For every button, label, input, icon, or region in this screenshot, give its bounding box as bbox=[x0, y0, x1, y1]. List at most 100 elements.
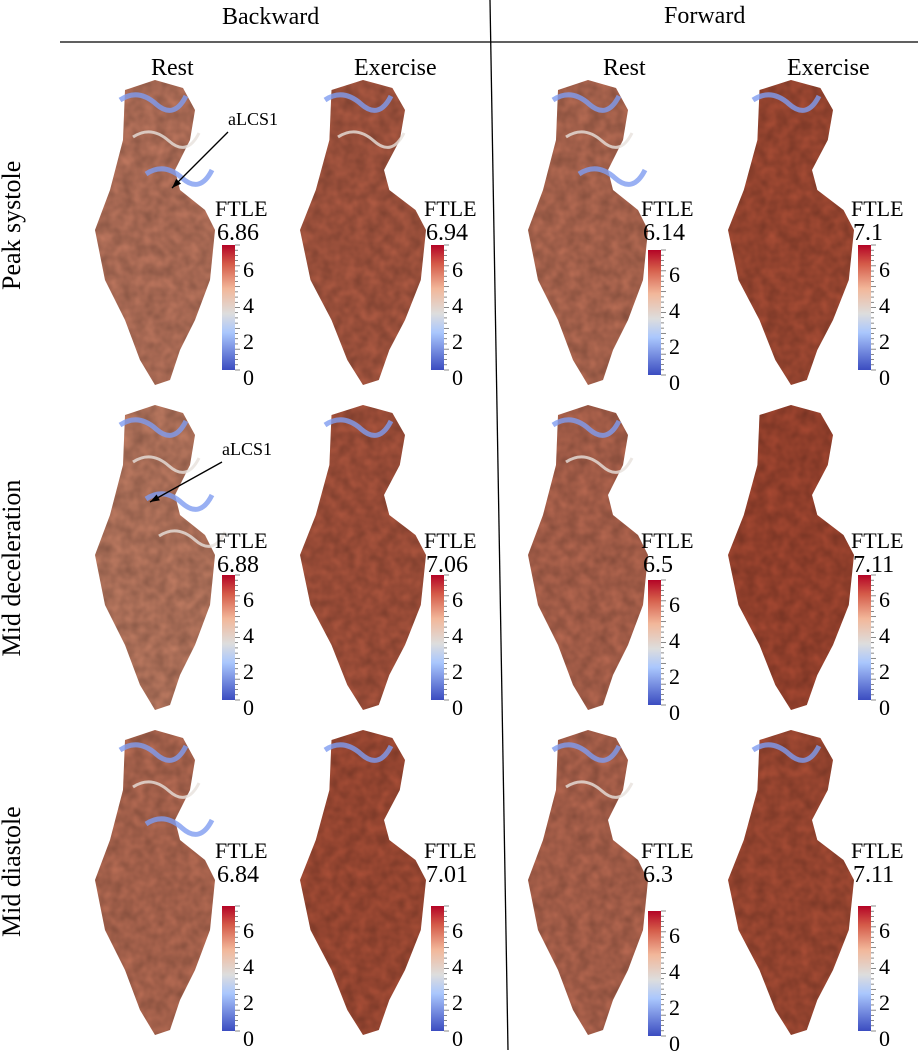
colorbar-tick-label: 6 bbox=[452, 918, 463, 943]
colorbar-tick-label: 4 bbox=[243, 954, 254, 979]
flow-streak bbox=[132, 455, 201, 474]
annotation-label-ps-back-rest: aLCS1 bbox=[228, 109, 279, 129]
colorbar-title-ps-fwd-ex: FTLE bbox=[851, 196, 904, 221]
annotation-arrowhead bbox=[172, 178, 182, 188]
ftle-texture-md-fwd-rest bbox=[528, 405, 648, 710]
colorbar-tick-label: 2 bbox=[669, 334, 680, 359]
colorbar-tick-label: 2 bbox=[452, 659, 463, 684]
colorbar-tick-label: 4 bbox=[879, 954, 890, 979]
flow-streak bbox=[118, 742, 189, 763]
colorbar-tick-label: 0 bbox=[669, 700, 680, 725]
flow-streak bbox=[751, 92, 822, 113]
colorbar-max-md-back-ex: 7.06 bbox=[426, 552, 468, 578]
ftle-texture-mdi-back-ex bbox=[300, 730, 426, 1035]
colorbar-tick-label: 0 bbox=[452, 695, 463, 720]
colorbar-tick-label: 6 bbox=[243, 257, 254, 282]
colorbar-tick-label: 2 bbox=[243, 990, 254, 1015]
colorbar-mdi-back-rest bbox=[222, 906, 235, 1031]
colorbar-tick-label: 4 bbox=[669, 298, 680, 323]
colorbar-ps-back-rest bbox=[222, 245, 235, 370]
colorbar-tick-label: 4 bbox=[669, 959, 680, 984]
flow-streak bbox=[144, 491, 215, 512]
row-label-mid-deceleration: Mid deceleration bbox=[0, 479, 26, 657]
ftle-texture-md-fwd-ex bbox=[728, 405, 854, 710]
colorbar-title-md-fwd-rest: FTLE bbox=[641, 528, 694, 553]
flow-streak bbox=[323, 417, 394, 438]
colorbar-md-back-rest bbox=[222, 575, 235, 700]
colorbar-tick-label: 6 bbox=[879, 587, 890, 612]
column-label-backward-rest: Rest bbox=[151, 55, 194, 81]
colorbar-tick-label: 4 bbox=[879, 293, 890, 318]
colorbar-max-mdi-back-ex: 7.01 bbox=[426, 862, 468, 888]
annotation-arrow-ps-back-rest bbox=[171, 131, 229, 189]
ftle-texture-ps-fwd-rest bbox=[528, 80, 648, 385]
row-label-peak-systole: Peak systole bbox=[0, 160, 26, 290]
flow-streak bbox=[323, 742, 394, 763]
colorbar-max-ps-fwd-ex: 7.1 bbox=[853, 220, 883, 246]
ftle-texture-mdi-fwd-ex bbox=[728, 730, 854, 1035]
colorbar-mdi-fwd-rest bbox=[648, 911, 661, 1036]
ftle-texture-ps-fwd-ex bbox=[728, 80, 854, 385]
colorbar-tick-label: 6 bbox=[243, 587, 254, 612]
colorbar-tick-label: 6 bbox=[669, 592, 680, 617]
column-label-forward-exercise: Exercise bbox=[787, 55, 870, 81]
ftle-texture-mdi-back-rest bbox=[95, 730, 215, 1035]
colorbar-title-md-fwd-ex: FTLE bbox=[851, 528, 904, 553]
flow-streak bbox=[551, 417, 622, 438]
colorbar-tick-label: 2 bbox=[452, 990, 463, 1015]
colorbar-tick-label: 2 bbox=[879, 659, 890, 684]
colorbar-tick-label: 4 bbox=[243, 293, 254, 318]
colorbar-tick-label: 6 bbox=[669, 262, 680, 287]
flow-streak bbox=[323, 92, 394, 113]
colorbar-tick-label: 4 bbox=[452, 293, 463, 318]
flow-streak bbox=[132, 780, 201, 799]
colorbar-max-ps-fwd-rest: 6.14 bbox=[643, 220, 685, 246]
colorbar-tick-label: 0 bbox=[243, 695, 254, 720]
colorbar-max-md-back-rest: 6.88 bbox=[217, 552, 259, 578]
colorbar-tick-label: 6 bbox=[243, 918, 254, 943]
flow-streak bbox=[118, 417, 189, 438]
colorbar-tick-label: 6 bbox=[879, 257, 890, 282]
colorbar-tick-label: 0 bbox=[879, 1026, 890, 1051]
colorbar-max-mdi-fwd-ex: 7.11 bbox=[853, 862, 895, 888]
annotation-arrowhead bbox=[150, 494, 160, 502]
colorbar-title-ps-back-ex: FTLE bbox=[424, 196, 477, 221]
flow-streak bbox=[337, 130, 406, 149]
flow-streak bbox=[551, 92, 622, 113]
flow-streak bbox=[132, 130, 201, 149]
colorbar-tick-label: 6 bbox=[452, 587, 463, 612]
flow-streak bbox=[158, 529, 227, 548]
colorbar-tick-label: 2 bbox=[452, 329, 463, 354]
flow-streak bbox=[118, 92, 189, 113]
colorbar-tick-label: 0 bbox=[879, 365, 890, 390]
colorbar-title-mdi-fwd-rest: FTLE bbox=[641, 838, 694, 863]
colorbar-max-ps-back-ex: 6.94 bbox=[426, 220, 468, 246]
colorbar-tick-label: 0 bbox=[243, 365, 254, 390]
colorbar-tick-label: 0 bbox=[452, 365, 463, 390]
flow-streak bbox=[577, 166, 648, 187]
flow-streak bbox=[565, 455, 634, 474]
colorbar-title-mdi-fwd-ex: FTLE bbox=[851, 838, 904, 863]
colorbar-tick-label: 2 bbox=[879, 990, 890, 1015]
colorbar-tick-label: 4 bbox=[669, 628, 680, 653]
colorbar-tick-label: 2 bbox=[243, 659, 254, 684]
colorbar-title-ps-back-rest: FTLE bbox=[215, 196, 268, 221]
flow-streak bbox=[565, 780, 634, 799]
colorbar-mdi-fwd-ex bbox=[858, 906, 871, 1031]
flow-streak bbox=[551, 742, 622, 763]
ftle-texture-ps-back-ex bbox=[300, 80, 426, 385]
colorbar-title-mdi-back-rest: FTLE bbox=[215, 838, 268, 863]
colorbar-tick-label: 4 bbox=[243, 623, 254, 648]
forward-header: Forward bbox=[664, 3, 746, 29]
colorbar-max-ps-back-rest: 6.86 bbox=[217, 220, 259, 246]
backward-forward-separator bbox=[489, 0, 509, 1050]
colorbar-tick-label: 0 bbox=[669, 1031, 680, 1056]
colorbar-max-md-fwd-ex: 7.11 bbox=[853, 552, 895, 578]
row-label-mid-diastole: Mid diastole bbox=[0, 806, 26, 937]
ftle-texture-mdi-fwd-rest bbox=[528, 730, 648, 1035]
colorbar-tick-label: 2 bbox=[669, 995, 680, 1020]
colorbar-tick-label: 2 bbox=[879, 329, 890, 354]
colorbar-max-mdi-fwd-rest: 6.3 bbox=[643, 862, 673, 888]
column-label-backward-exercise: Exercise bbox=[354, 55, 437, 81]
